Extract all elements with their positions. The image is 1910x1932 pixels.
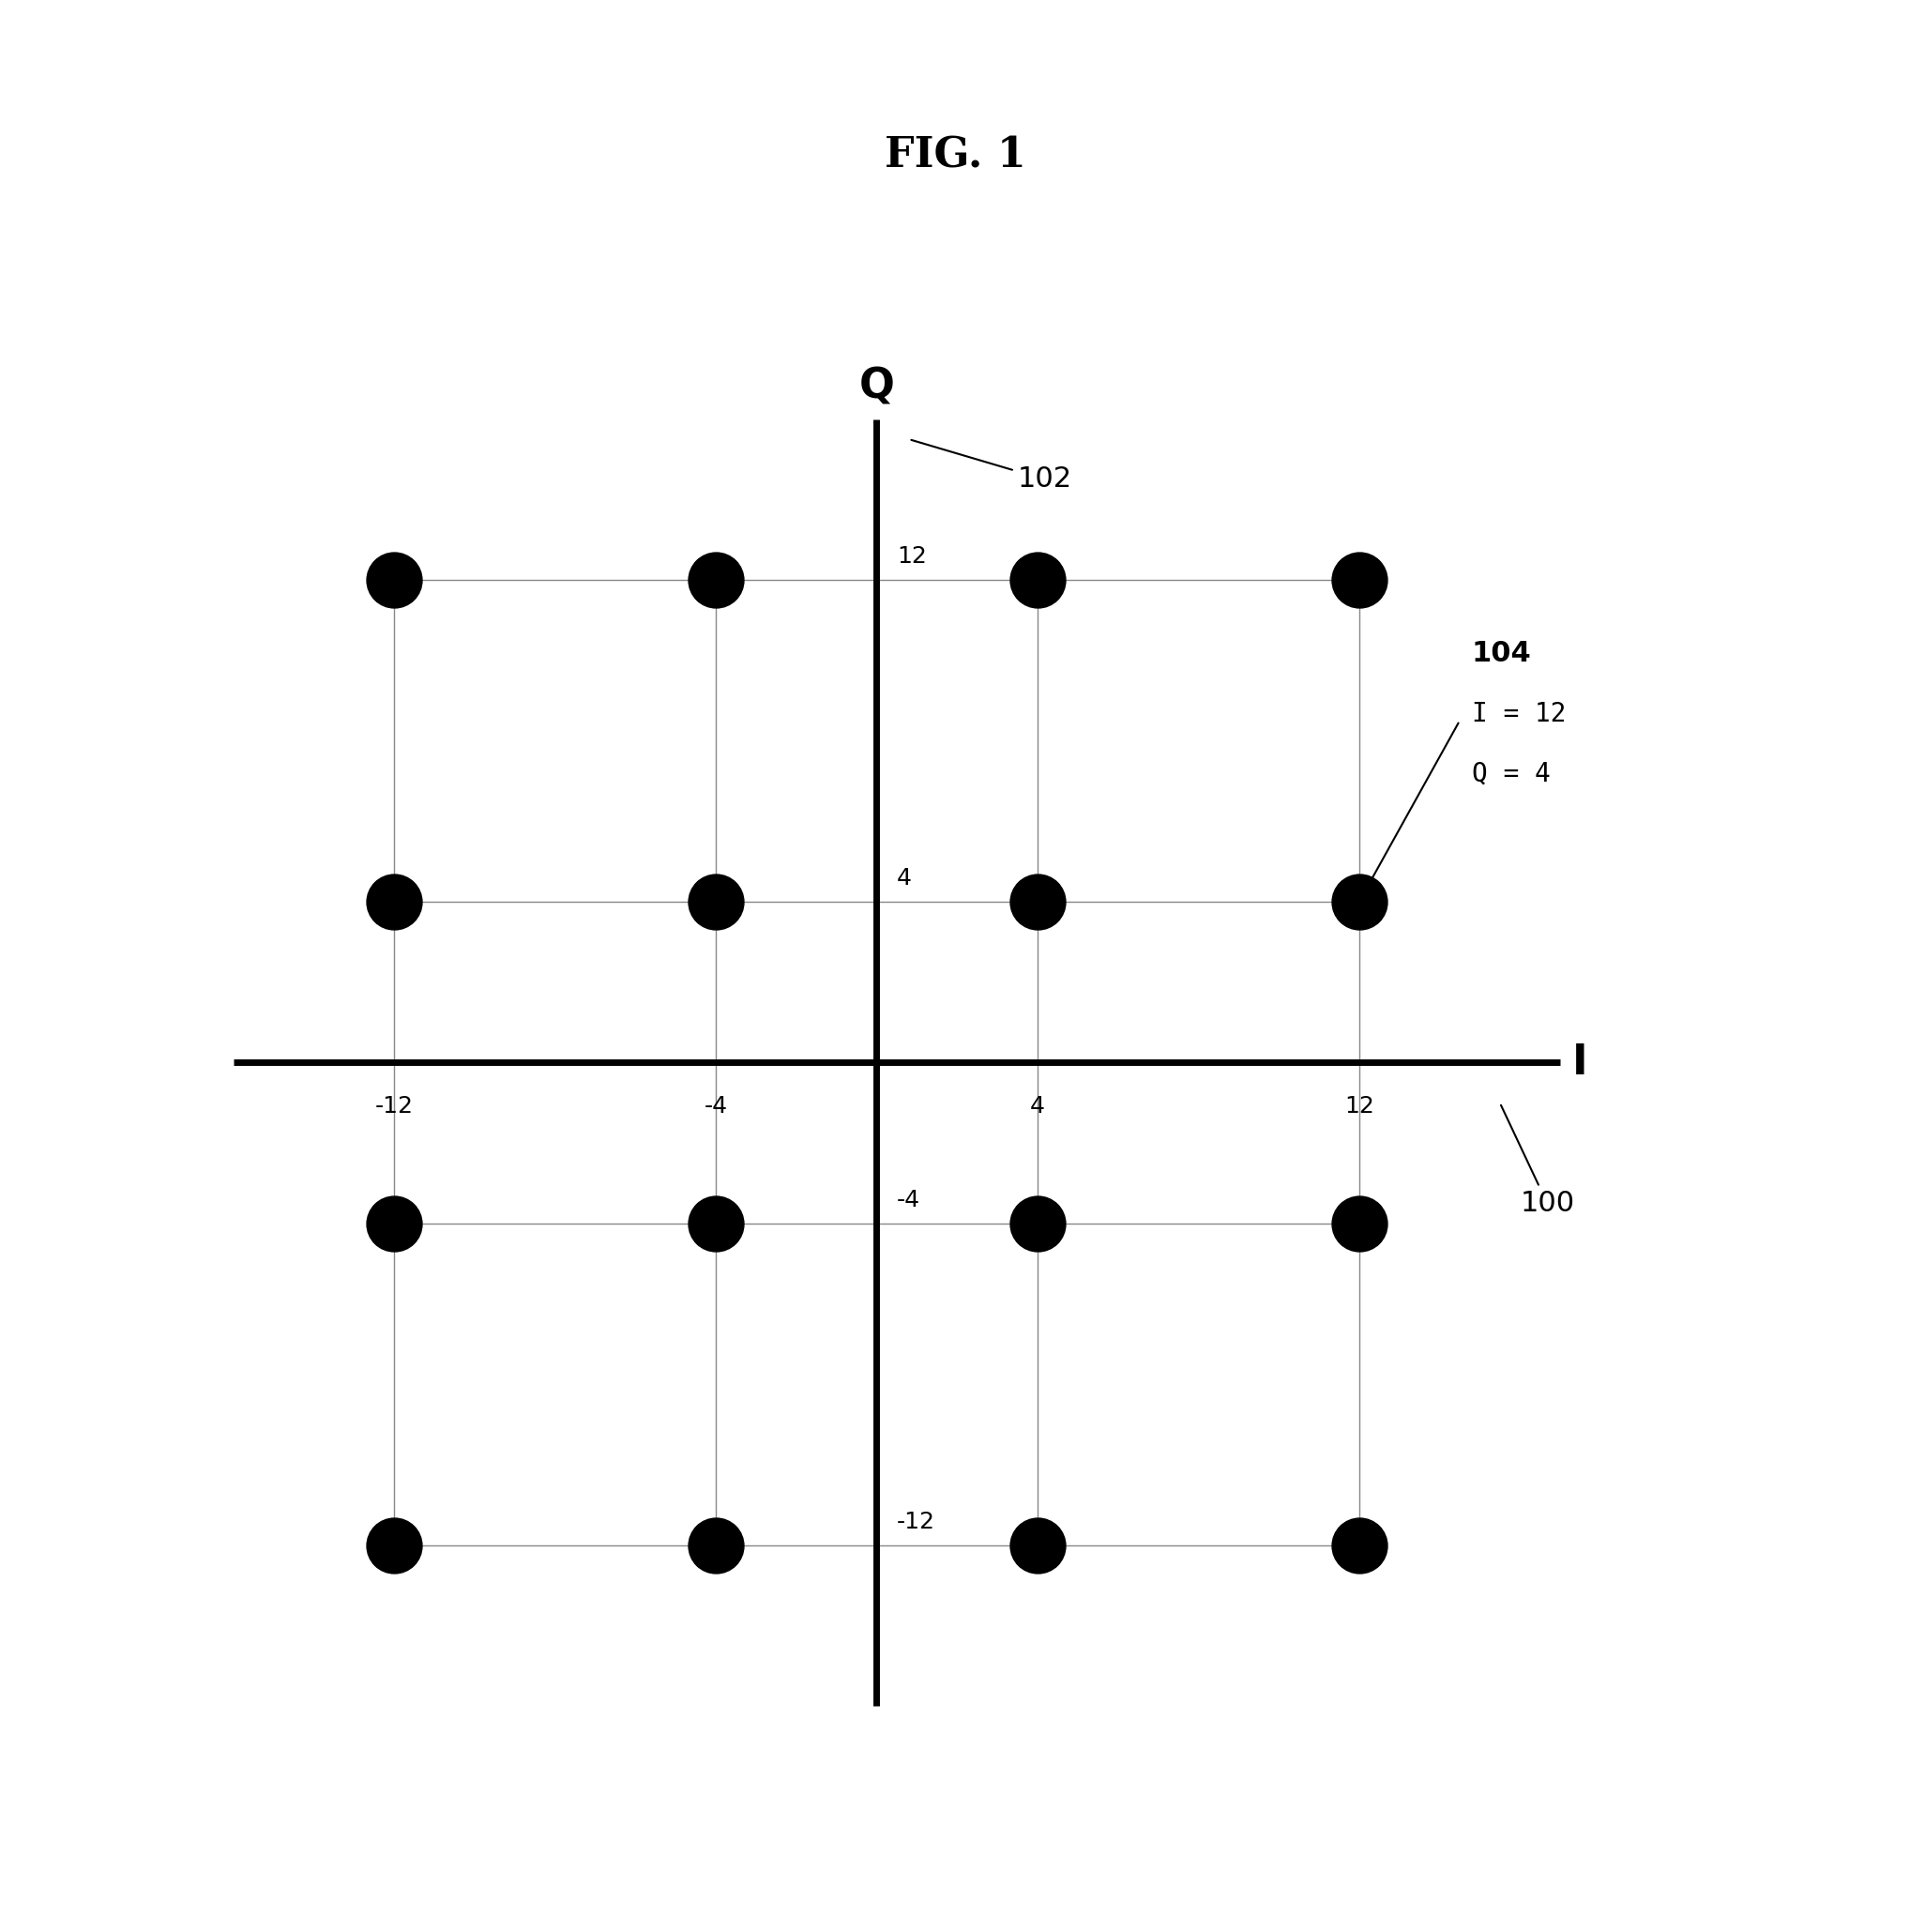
Point <box>378 1208 409 1238</box>
Point <box>1022 887 1052 918</box>
Point <box>378 564 409 595</box>
Text: 104: 104 <box>1473 639 1532 668</box>
Text: 4: 4 <box>1029 1095 1045 1117</box>
Text: Q: Q <box>860 367 894 408</box>
Text: -12: -12 <box>374 1095 413 1117</box>
Text: 4: 4 <box>896 867 911 889</box>
Point <box>1345 1530 1375 1561</box>
Text: I = 12: I = 12 <box>1473 701 1566 726</box>
Text: 12: 12 <box>896 545 926 568</box>
Point <box>378 887 409 918</box>
Point <box>1345 1208 1375 1238</box>
Text: 12: 12 <box>1345 1095 1373 1117</box>
Text: 100: 100 <box>1501 1105 1574 1217</box>
Point <box>701 1530 732 1561</box>
Point <box>701 1208 732 1238</box>
Text: -4: -4 <box>705 1095 728 1117</box>
Point <box>1345 564 1375 595</box>
Point <box>1022 1208 1052 1238</box>
Text: Q = 4: Q = 4 <box>1473 761 1551 786</box>
Text: -12: -12 <box>896 1511 936 1534</box>
Point <box>701 887 732 918</box>
Point <box>1022 564 1052 595</box>
Point <box>1022 1530 1052 1561</box>
Point <box>1345 887 1375 918</box>
Text: 102: 102 <box>911 440 1072 493</box>
Point <box>701 564 732 595</box>
Text: FIG. 1: FIG. 1 <box>884 135 1026 176</box>
Text: I: I <box>1572 1043 1587 1082</box>
Point <box>378 1530 409 1561</box>
Text: -4: -4 <box>896 1188 921 1211</box>
